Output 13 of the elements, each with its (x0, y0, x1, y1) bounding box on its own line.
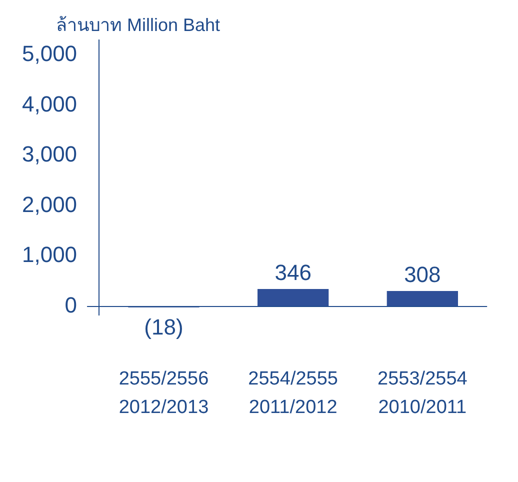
data-label: (18) (144, 314, 184, 340)
y-tick-label: 4,000 (22, 91, 78, 116)
x-tick-label: 2554/2555 2011/2012 (248, 368, 338, 418)
data-label: 346 (274, 260, 312, 286)
y-tick-label: 2,000 (22, 192, 78, 217)
x-tick-label: 2555/2556 2012/2013 (118, 368, 209, 418)
y-tick-label: 1,000 (22, 242, 78, 268)
x-tick-label: 2553/2554 2010/2011 (378, 368, 468, 418)
y-tick-label: 5,000 (22, 41, 78, 66)
y-axis-title: ล้านบาท Million Baht (56, 14, 220, 37)
y-tick-label: 0 (64, 292, 78, 318)
data-label: 308 (404, 262, 441, 288)
y-tick-label: 3,000 (22, 142, 78, 167)
